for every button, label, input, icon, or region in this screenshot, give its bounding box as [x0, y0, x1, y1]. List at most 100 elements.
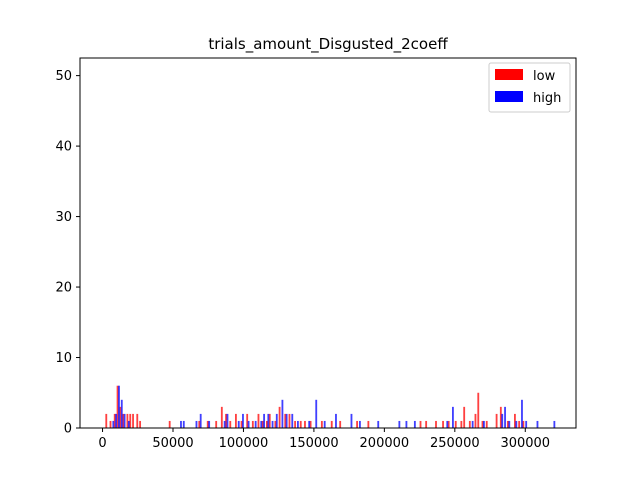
bar-high-3 — [120, 399, 123, 428]
y-tick-label: 50 — [55, 69, 72, 84]
x-tick-label: 250000 — [430, 436, 480, 451]
bar-high-46 — [536, 420, 539, 428]
bar-low-7 — [129, 413, 132, 428]
bar-low-46 — [463, 406, 466, 428]
bar-high-32 — [377, 420, 380, 428]
bar-low-38 — [367, 420, 370, 428]
bar-high-1 — [115, 413, 118, 428]
bar-high-31 — [359, 420, 361, 428]
bar-high-30 — [350, 413, 353, 428]
bar-high-25 — [297, 420, 299, 428]
x-axis: 0 50000 100000 150000 200000 250000 300000 — [98, 428, 550, 451]
bar-high-47 — [553, 420, 556, 428]
x-tick-label: 50000 — [152, 436, 193, 451]
bar-high-5 — [127, 420, 130, 428]
bar-low-4 — [119, 406, 122, 428]
bar-high-24 — [291, 413, 294, 428]
bar-low-17 — [229, 420, 232, 428]
bar-low-27 — [278, 406, 281, 428]
bar-high-40 — [501, 413, 504, 428]
bar-low-52 — [495, 413, 498, 428]
bar-low-41 — [435, 420, 437, 428]
bar-low-20 — [246, 413, 249, 428]
x-tick-label: 150000 — [289, 436, 339, 451]
bars-layer — [105, 385, 556, 428]
bar-high-14 — [242, 413, 244, 428]
legend-swatch-low — [495, 69, 523, 80]
bar-high-16 — [254, 420, 257, 428]
x-tick-label: 100000 — [219, 436, 269, 451]
bar-high-21 — [275, 413, 278, 428]
bar-high-33 — [398, 420, 401, 428]
bar-low-12 — [198, 420, 201, 428]
x-tick-label: 300000 — [500, 436, 550, 451]
bar-low-3 — [116, 385, 119, 428]
bar-low-32 — [304, 420, 306, 428]
bar-low-53 — [499, 406, 502, 428]
bar-low-51 — [485, 420, 488, 428]
bar-high-13 — [237, 420, 240, 428]
y-tick-label: 20 — [55, 281, 72, 296]
axes-frame — [79, 57, 577, 429]
bar-low-49 — [477, 392, 480, 428]
bar-low-10 — [139, 420, 142, 428]
y-tick-label: 10 — [55, 351, 72, 366]
y-tick-label: 40 — [55, 140, 72, 155]
bar-high-9 — [199, 413, 202, 428]
bar-high-6 — [180, 420, 182, 428]
bar-low-47 — [468, 420, 471, 428]
bar-low-57 — [522, 420, 525, 428]
bar-low-43 — [447, 420, 450, 428]
bar-high-23 — [285, 413, 288, 428]
y-axis: 0 10 20 30 40 50 — [55, 69, 80, 437]
legend-swatch-high — [495, 91, 523, 102]
chart-title: trials_amount_Disgusted_2coeff — [208, 35, 448, 54]
bar-low-40 — [425, 420, 428, 428]
bar-high-11 — [223, 420, 226, 428]
bar-low-29 — [288, 413, 291, 428]
bar-low-22 — [257, 413, 260, 428]
bar-low-25 — [268, 413, 271, 428]
x-tick-label: 200000 — [360, 436, 410, 451]
bar-high-8 — [195, 420, 198, 428]
bar-low-33 — [309, 420, 312, 428]
bar-high-29 — [335, 413, 337, 428]
bar-high-45 — [525, 420, 528, 428]
bar-low-0 — [105, 413, 108, 428]
bar-low-56 — [518, 420, 521, 428]
bar-low-23 — [261, 420, 264, 428]
legend: low high — [488, 62, 571, 113]
bar-high-38 — [471, 420, 474, 428]
bar-low-14 — [215, 420, 218, 428]
bar-high-7 — [182, 420, 185, 428]
legend-label-high: high — [533, 91, 561, 106]
bar-high-36 — [446, 420, 449, 428]
bar-low-9 — [136, 413, 139, 428]
bar-high-37 — [452, 406, 454, 428]
bar-high-4 — [123, 413, 126, 428]
bar-low-24 — [266, 420, 268, 428]
bar-low-18 — [235, 413, 237, 428]
bar-high-39 — [483, 420, 485, 428]
bar-low-34 — [320, 420, 323, 428]
bar-high-22 — [281, 399, 284, 428]
bar-high-17 — [260, 420, 263, 428]
bar-high-44 — [521, 399, 523, 428]
bar-low-30 — [294, 420, 297, 428]
bar-low-48 — [474, 413, 477, 428]
bar-low-16 — [225, 413, 227, 428]
bar-low-26 — [274, 420, 277, 428]
bar-low-50 — [481, 420, 484, 428]
legend-label-low: low — [533, 69, 556, 84]
bar-high-2 — [118, 385, 120, 428]
bar-high-0 — [112, 420, 115, 428]
bar-high-19 — [267, 413, 270, 428]
y-tick-label: 30 — [55, 210, 72, 225]
bar-low-8 — [132, 413, 134, 428]
bar-low-36 — [339, 420, 342, 428]
bar-low-39 — [419, 420, 422, 428]
bar-low-1 — [109, 420, 112, 428]
bar-low-35 — [330, 420, 333, 428]
y-tick-label: 0 — [64, 422, 72, 437]
